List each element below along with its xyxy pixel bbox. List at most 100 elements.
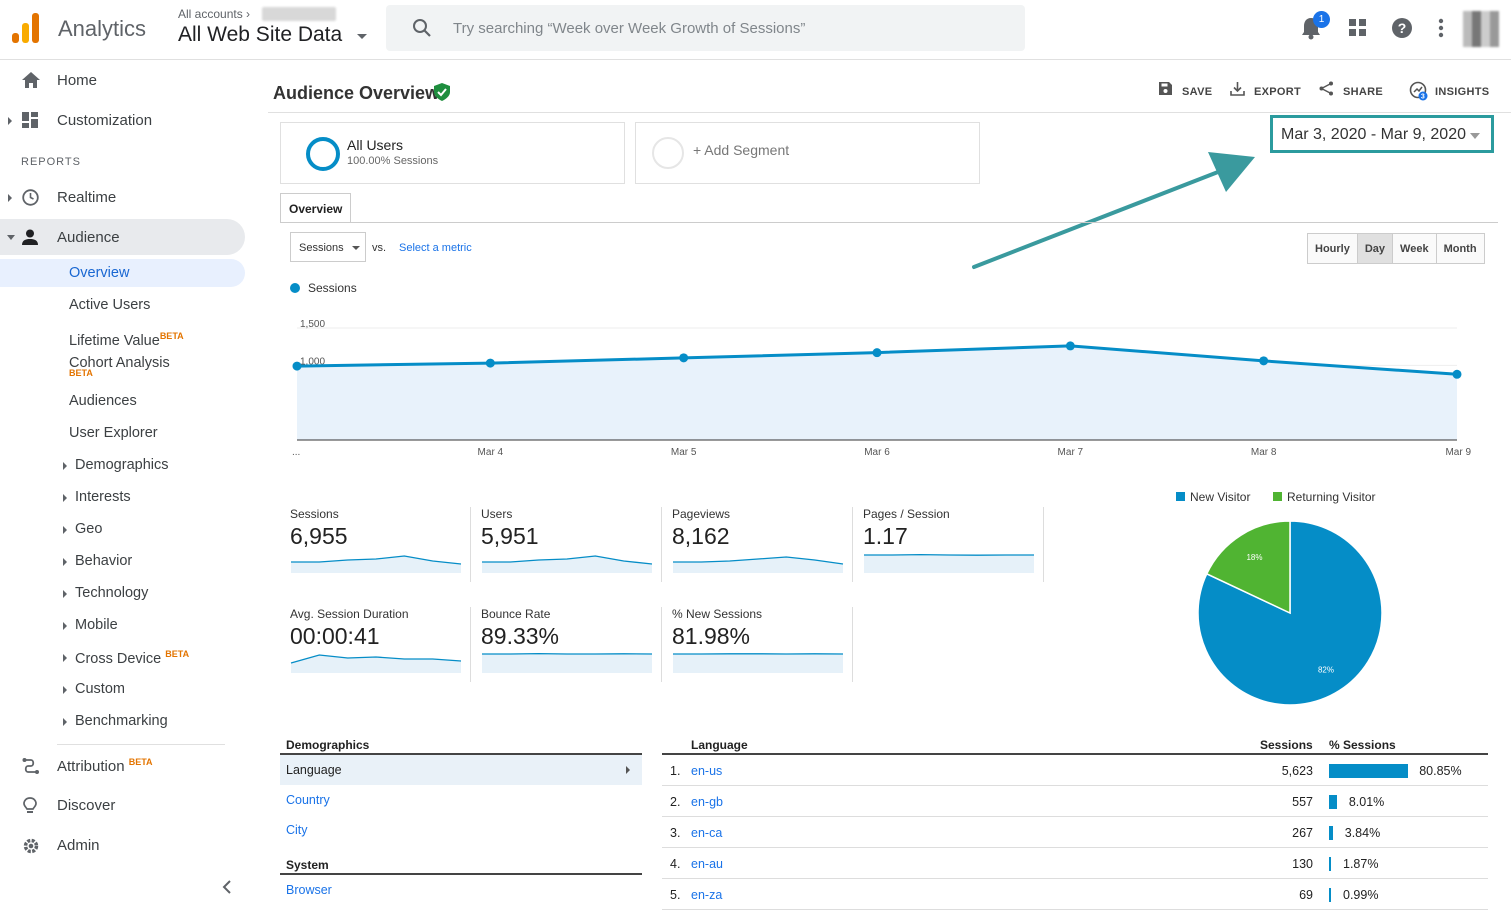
language-code-link[interactable]: en-gb: [691, 795, 723, 809]
sidebar-item-mobile[interactable]: Mobile: [0, 611, 245, 639]
sidebar-item-behavior[interactable]: Behavior: [0, 547, 245, 575]
system-heading: System: [286, 858, 329, 872]
segment-ring-icon: [306, 137, 340, 171]
property-dropdown-icon[interactable]: [357, 34, 367, 39]
expand-arrow-icon: [63, 558, 67, 566]
system-item-browser[interactable]: Browser: [280, 875, 642, 905]
all-accounts-label[interactable]: All accounts: [178, 7, 243, 21]
sessions-data-point[interactable]: [293, 362, 302, 371]
sidebar-item-demographics[interactable]: Demographics: [0, 451, 245, 479]
scorecard-sparkline: [672, 549, 844, 573]
tab-overview[interactable]: Overview: [280, 193, 351, 223]
sidebar-item-realtime[interactable]: Realtime: [0, 179, 245, 215]
sessions-data-point[interactable]: [873, 348, 882, 357]
sessions-data-point[interactable]: [1066, 341, 1075, 350]
top-bar: Analytics All accounts › All Web Site Da…: [0, 0, 1511, 60]
sparkline-area: [673, 654, 843, 673]
language-code-link[interactable]: en-ca: [691, 826, 722, 840]
pct-sessions-bar: [1329, 795, 1337, 809]
scorecard-value: 00:00:41: [290, 623, 380, 650]
sidebar-item-customization[interactable]: Customization: [0, 102, 245, 138]
sessions-data-point[interactable]: [486, 359, 495, 368]
visitor-type-pie-chart[interactable]: 82%18%: [1195, 520, 1385, 710]
sidebar-item-label: Cross Device: [75, 651, 161, 667]
search-bar[interactable]: Try searching “Week over Week Growth of …: [386, 5, 1025, 51]
legend-swatch: [1273, 492, 1282, 501]
segment-all-users[interactable]: All Users 100.00% Sessions: [280, 122, 625, 184]
insights-label: INSIGHTS: [1435, 86, 1489, 98]
row-rank: 3.: [670, 826, 680, 840]
sidebar-item-user-explorer[interactable]: User Explorer: [0, 419, 245, 447]
sparkline-area: [864, 555, 1034, 573]
add-segment-label: + Add Segment: [693, 142, 789, 158]
granularity-hourly-button[interactable]: Hourly: [1308, 234, 1358, 263]
property-selector[interactable]: All Web Site Data: [178, 23, 342, 47]
sidebar-item-label: Admin: [57, 837, 100, 854]
granularity-month-button[interactable]: Month: [1437, 234, 1484, 263]
sidebar-item-geo[interactable]: Geo: [0, 515, 245, 543]
granularity-week-button[interactable]: Week: [1393, 234, 1437, 263]
language-code-link[interactable]: en-za: [691, 888, 722, 902]
sidebar-item-discover[interactable]: Discover: [0, 787, 245, 823]
sidebar-item-home[interactable]: Home: [0, 62, 245, 98]
sessions-data-point[interactable]: [1453, 370, 1462, 379]
pct-sessions-column-header: % Sessions: [1329, 738, 1396, 752]
sidebar-item-interests[interactable]: Interests: [0, 483, 245, 511]
granularity-day-button[interactable]: Day: [1358, 234, 1393, 263]
sessions-data-point[interactable]: [1259, 356, 1268, 365]
sidebar-item-custom[interactable]: Custom: [0, 675, 245, 703]
account-name-redacted: [262, 7, 336, 21]
sidebar-item-audience[interactable]: Audience: [0, 219, 245, 255]
expand-arrow-icon: [63, 494, 67, 502]
save-label: SAVE: [1182, 86, 1212, 98]
sidebar-item-overview[interactable]: Overview: [0, 259, 245, 287]
sidebar-item-audiences[interactable]: Audiences: [0, 387, 245, 415]
demographics-item-country[interactable]: Country: [280, 785, 642, 815]
metric-selector[interactable]: Sessions: [290, 232, 366, 262]
expand-arrow-icon: [63, 590, 67, 598]
help-icon[interactable]: ?: [1391, 17, 1413, 39]
sidebar-item-benchmarking[interactable]: Benchmarking: [0, 707, 245, 735]
collapse-sidebar-chevron-icon[interactable]: [222, 880, 232, 894]
date-range-picker[interactable]: Mar 3, 2020 - Mar 9, 2020: [1270, 115, 1494, 153]
sessions-data-point[interactable]: [679, 353, 688, 362]
demographics-item-city[interactable]: City: [280, 815, 642, 845]
sidebar-item-cross-device[interactable]: Cross Device BETA: [0, 643, 245, 671]
language-code-link[interactable]: en-au: [691, 857, 723, 871]
sidebar-item-active-users[interactable]: Active Users: [0, 291, 245, 319]
analytics-logo-icon[interactable]: [12, 13, 40, 43]
pct-sessions-bar: [1329, 888, 1331, 902]
sidebar-item-technology[interactable]: Technology: [0, 579, 245, 607]
user-avatar[interactable]: [1463, 11, 1499, 47]
add-segment-button[interactable]: + Add Segment: [635, 122, 980, 184]
scorecard-label: Bounce Rate: [481, 607, 550, 621]
insights-count-badge: 3: [1421, 94, 1425, 101]
sidebar-item-lifetime-value[interactable]: Lifetime ValueBETA: [0, 323, 245, 351]
beta-badge: BETA: [160, 331, 184, 341]
all-accounts-link[interactable]: All accounts ›: [178, 7, 250, 21]
sidebar-item-admin[interactable]: Admin: [0, 827, 245, 863]
language-code-link[interactable]: en-us: [691, 764, 722, 778]
demographics-item-language[interactable]: Language: [280, 755, 642, 785]
more-vert-icon[interactable]: [1438, 18, 1444, 38]
sidebar: Home Customization REPORTS Realtime Audi…: [0, 60, 268, 903]
search-input[interactable]: Try searching “Week over Week Growth of …: [453, 20, 805, 37]
apps-grid-icon[interactable]: [1349, 19, 1367, 37]
svg-text:?: ?: [1398, 20, 1407, 36]
granularity-toggle: Hourly Day Week Month: [1307, 233, 1485, 264]
sidebar-item-attribution[interactable]: Attribution BETA: [0, 747, 245, 783]
select-metric-link[interactable]: Select a metric: [399, 242, 472, 254]
demographics-heading: Demographics: [286, 738, 369, 752]
